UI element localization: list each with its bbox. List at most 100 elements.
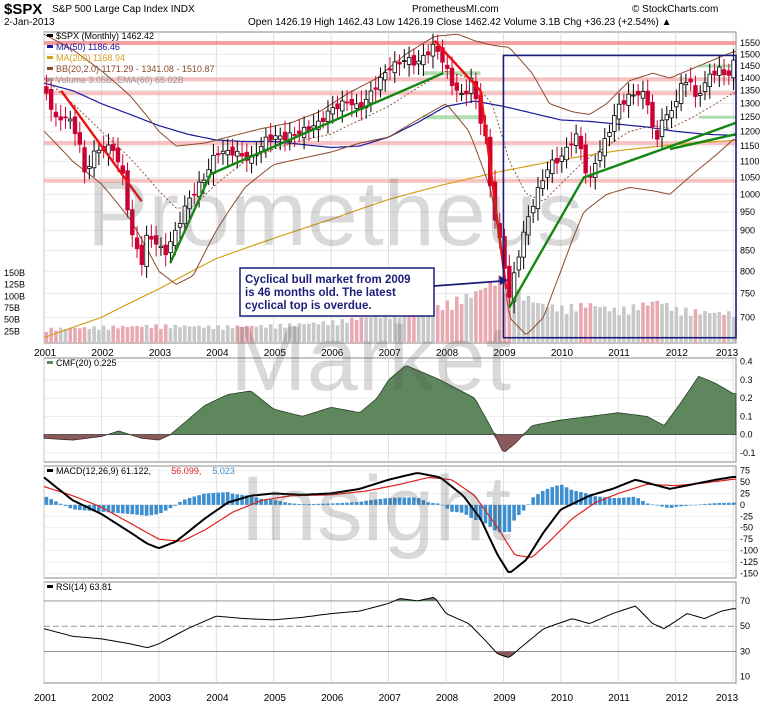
candle-body: [530, 205, 536, 214]
macd-histogram-bar: [459, 504, 464, 513]
volume-bar: [526, 295, 531, 343]
exchange-code: INDX: [170, 4, 195, 15]
macd-histogram-bar: [111, 504, 115, 513]
macd-histogram-bar: [216, 492, 220, 505]
price-tick-label: 1250: [740, 112, 760, 122]
volume-bar: [154, 324, 158, 343]
candle-body: [583, 144, 588, 174]
macd-histogram-bar: [202, 493, 206, 505]
volume-bar: [297, 323, 302, 343]
volume-bar: [569, 303, 574, 343]
bottom-x-tick-label: 2008: [436, 693, 459, 704]
price-x-tick-label: 2001: [34, 348, 57, 359]
watermark-text: Market: [230, 308, 511, 410]
price-x-tick-label: 2010: [551, 348, 574, 359]
annotation-text: cyclical top is overdue.: [245, 300, 372, 312]
rsi-line: [43, 596, 736, 658]
volume-bar: [722, 314, 726, 343]
candle-body: [144, 234, 149, 267]
macd-histogram-bar: [560, 484, 564, 505]
macd-histogram-bar: [622, 497, 626, 505]
volume-tick-label: 125B: [4, 280, 25, 290]
volume-bar: [206, 325, 211, 343]
candle-body: [230, 146, 235, 156]
candle-body: [631, 94, 636, 97]
volume-bar: [268, 324, 273, 343]
macd-histogram-bar: [493, 504, 497, 531]
candle-body: [440, 47, 445, 63]
macd-tick-label: -100: [740, 546, 758, 556]
volume-tick-label: 50B: [4, 315, 20, 325]
macd-histogram-bar: [712, 503, 717, 505]
macd-legend-label: 56.099,: [171, 466, 201, 476]
macd-histogram-bar: [450, 504, 454, 512]
volume-bar: [497, 275, 502, 343]
candle-body: [58, 116, 63, 121]
macd-histogram-bar: [249, 495, 254, 505]
candle-body: [726, 70, 732, 76]
volume-tick-label: 100B: [4, 291, 25, 301]
volume-bar: [345, 322, 349, 343]
candle-body: [111, 144, 116, 151]
macd-histogram-bar: [631, 496, 636, 505]
volume-bar: [416, 311, 421, 343]
macd-histogram-bar: [722, 502, 726, 505]
bottom-x-tick-label: 2001: [34, 693, 57, 704]
volume-bar: [178, 327, 182, 343]
rsi-panel: 70 50 30 10 RSI(14) 63.81: [43, 582, 750, 682]
macd-histogram-bar: [416, 498, 421, 505]
bottom-x-tick-label: 2003: [149, 693, 172, 704]
volume-bar: [330, 320, 335, 343]
legend-swatch: [47, 34, 53, 37]
macd-histogram-bar: [120, 504, 125, 514]
macd-histogram-bar: [407, 497, 411, 505]
rsi-tick-label: 30: [740, 646, 750, 656]
volume-bar: [493, 285, 497, 343]
volume-bar: [660, 304, 664, 343]
bottom-x-tick-label: 2010: [551, 693, 574, 704]
macd-histogram-bar: [221, 492, 225, 505]
macd-histogram-bar: [574, 491, 578, 505]
price-tick-label: 1100: [740, 156, 759, 166]
volume-bar: [669, 310, 674, 343]
volume-tick-label: 25B: [4, 326, 20, 336]
macd-histogram-bar: [483, 504, 488, 524]
macd-histogram-bar: [445, 504, 450, 509]
macd-histogram-bar: [497, 504, 502, 533]
legend-label: MA(50) 1186.46: [56, 42, 120, 52]
macd-histogram-bar: [264, 499, 268, 505]
macd-tick-label: -50: [740, 523, 753, 533]
legend-label: Volume 3.05B, EMA(60) 65.02B: [56, 75, 184, 85]
volume-bar: [679, 315, 683, 343]
macd-histogram-bar: [63, 504, 68, 506]
macd-histogram-bar: [688, 504, 693, 506]
candle-body: [698, 93, 703, 96]
candle-body: [597, 151, 603, 161]
candle-body: [77, 132, 82, 145]
macd-histogram-bar: [240, 494, 244, 505]
uptrend-line: [169, 72, 444, 264]
candle-body: [421, 55, 426, 66]
watermark-text: Insight: [240, 458, 511, 560]
macd-histogram-bar: [431, 502, 435, 505]
candle-body: [48, 89, 54, 110]
price-x-tick-label: 2002: [91, 348, 114, 359]
candle-body: [664, 114, 669, 121]
volume-bar: [431, 310, 435, 343]
annotation-text: is 46 months old. The latest: [245, 287, 396, 299]
candle-body: [282, 131, 288, 141]
macd-tick-label: -75: [740, 534, 753, 544]
macd-histogram-bar: [464, 504, 469, 515]
macd-histogram-bar: [579, 492, 583, 505]
candle-body: [320, 117, 326, 123]
cmf-legend-label: CMF(20) 0.225: [56, 358, 117, 368]
candle-body: [187, 197, 192, 210]
cmf-panel: 0.4 0.3 0.2 0.1 0.0 -0.1 CMF(20) 0.225: [43, 357, 756, 458]
candle-body: [392, 61, 397, 74]
legend-swatch: [47, 67, 53, 70]
cmf-tick-label: 0.1: [740, 411, 753, 421]
macd-histogram-bar: [297, 503, 302, 505]
macd-histogram-bar: [302, 504, 306, 505]
price-tick-label: 1000: [740, 189, 760, 199]
